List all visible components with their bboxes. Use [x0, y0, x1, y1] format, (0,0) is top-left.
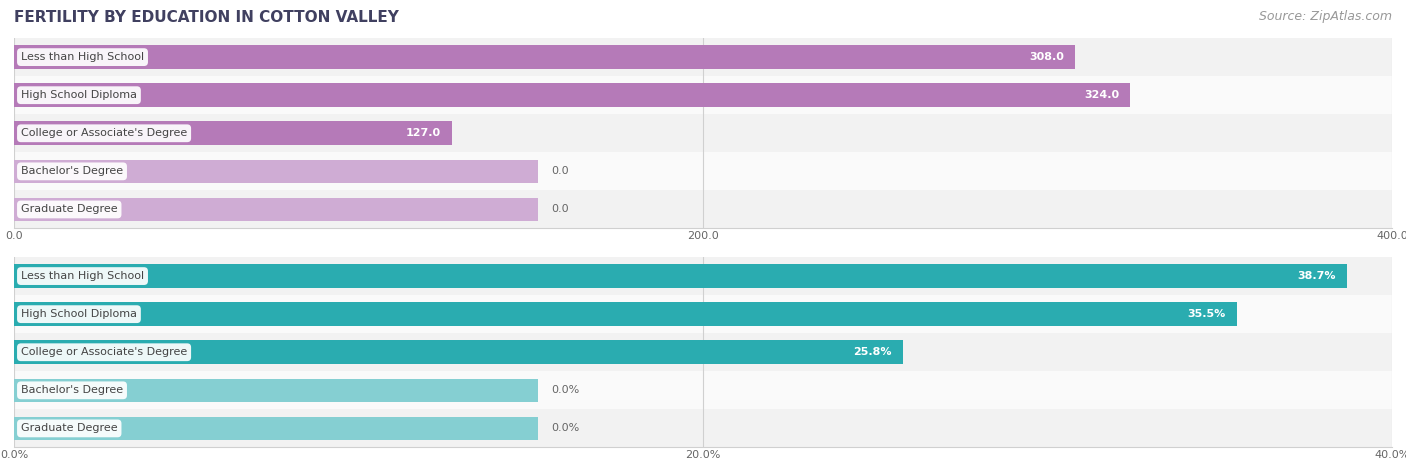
Text: 25.8%: 25.8% — [853, 347, 891, 357]
Text: Less than High School: Less than High School — [21, 52, 143, 62]
Bar — [14, 83, 1130, 107]
Bar — [14, 302, 1237, 326]
Bar — [14, 416, 537, 440]
Text: 324.0: 324.0 — [1084, 90, 1119, 100]
Text: Less than High School: Less than High School — [21, 271, 143, 281]
Bar — [14, 159, 537, 183]
Text: FERTILITY BY EDUCATION IN COTTON VALLEY: FERTILITY BY EDUCATION IN COTTON VALLEY — [14, 10, 399, 25]
Text: College or Associate's Degree: College or Associate's Degree — [21, 347, 187, 357]
Bar — [14, 114, 1392, 152]
Text: Graduate Degree: Graduate Degree — [21, 204, 118, 215]
Bar — [14, 45, 1076, 69]
Text: Graduate Degree: Graduate Degree — [21, 423, 118, 434]
Bar — [14, 333, 1392, 371]
Bar — [14, 152, 1392, 190]
Bar — [14, 198, 537, 221]
Bar — [14, 264, 1347, 288]
Text: High School Diploma: High School Diploma — [21, 90, 136, 100]
Bar — [14, 190, 1392, 228]
Text: Bachelor's Degree: Bachelor's Degree — [21, 166, 124, 177]
Text: 0.0%: 0.0% — [551, 385, 579, 396]
Bar — [14, 38, 1392, 76]
Bar — [14, 371, 1392, 409]
Text: High School Diploma: High School Diploma — [21, 309, 136, 319]
Text: Source: ZipAtlas.com: Source: ZipAtlas.com — [1258, 10, 1392, 22]
Text: College or Associate's Degree: College or Associate's Degree — [21, 128, 187, 139]
Text: 127.0: 127.0 — [405, 128, 440, 139]
Text: Bachelor's Degree: Bachelor's Degree — [21, 385, 124, 396]
Bar — [14, 409, 1392, 447]
Text: 308.0: 308.0 — [1029, 52, 1064, 62]
Bar — [14, 121, 451, 145]
Bar — [14, 257, 1392, 295]
Text: 0.0: 0.0 — [551, 166, 569, 177]
Bar — [14, 76, 1392, 114]
Bar — [14, 340, 903, 364]
Bar — [14, 295, 1392, 333]
Bar — [14, 378, 537, 402]
Text: 0.0: 0.0 — [551, 204, 569, 215]
Text: 38.7%: 38.7% — [1298, 271, 1336, 281]
Text: 0.0%: 0.0% — [551, 423, 579, 434]
Text: 35.5%: 35.5% — [1188, 309, 1226, 319]
